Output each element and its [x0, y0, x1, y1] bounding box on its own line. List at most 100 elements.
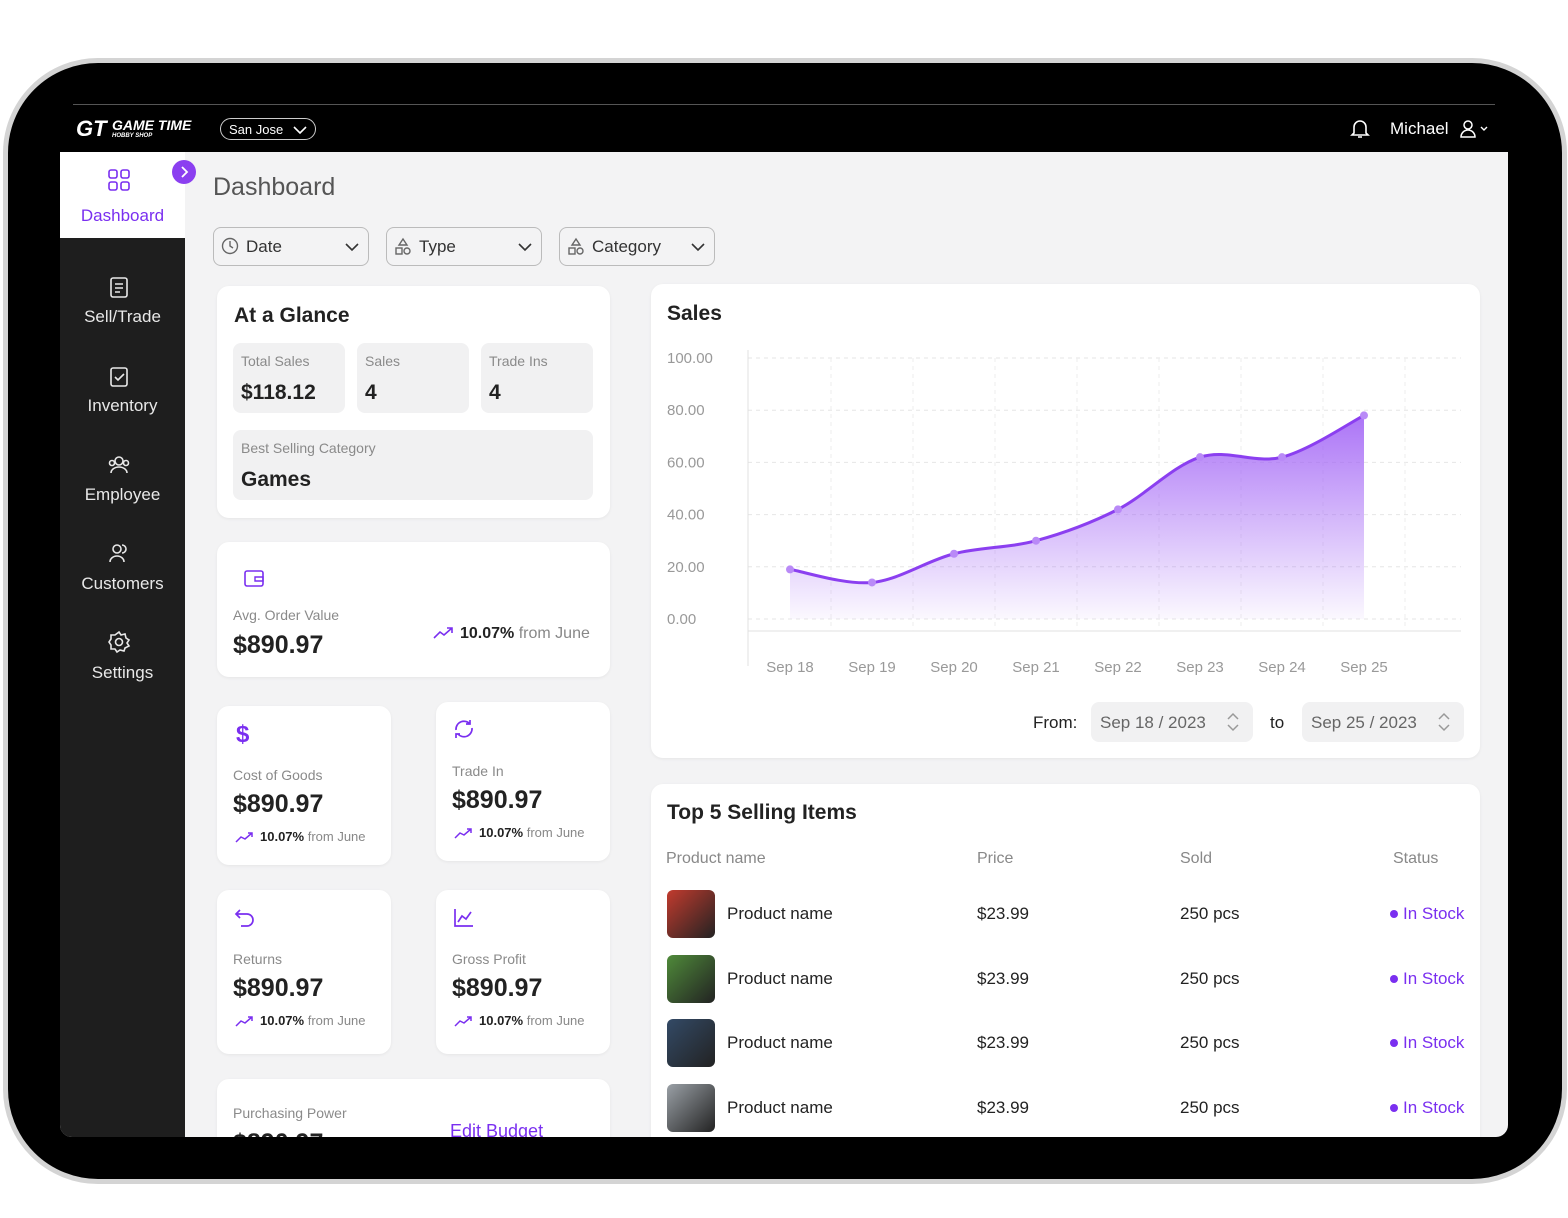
- user-name[interactable]: Michael: [1390, 119, 1449, 138]
- x-tick-label: Sep 18: [766, 659, 814, 676]
- metric-icon: $: [233, 721, 257, 751]
- metric-card: Gross Profit $890.97 10.07% from June: [436, 890, 610, 1054]
- metric-value: $890.97: [233, 974, 324, 1002]
- user-icon[interactable]: [1460, 119, 1492, 139]
- icon: [235, 1016, 253, 1027]
- stat-label: Sales: [365, 353, 401, 369]
- point: [1278, 453, 1286, 462]
- sales-card: Sales 0.00 20.00 40.00 60.00 80.00 100.00 Sep …: [651, 284, 1480, 758]
- icon: [221, 237, 239, 255]
- metric-icon: [233, 906, 257, 935]
- change-suffix: from June: [307, 829, 366, 844]
- metric-value: $890.97: [233, 790, 324, 818]
- filter-icon: [221, 237, 239, 260]
- metric-label: Trade In: [452, 763, 504, 779]
- product-image: [667, 1084, 715, 1133]
- metric-icon: [452, 906, 476, 935]
- trend-icon: [433, 627, 453, 639]
- trend-icon: [454, 1014, 474, 1032]
- icon: [454, 909, 473, 927]
- column-header: Status: [1393, 850, 1439, 867]
- active-item-bg: [60, 152, 185, 238]
- sales-chart: 0.00 20.00 40.00 60.00 80.00 100.00 Sep 18 Sep …: [667, 350, 1461, 676]
- status-dot: [1390, 974, 1398, 983]
- filter-select[interactable]: Type: [386, 227, 542, 266]
- nav-item[interactable]: Settings: [91, 663, 154, 682]
- change: 10.07%: [479, 1013, 524, 1028]
- wallet-icon: [244, 570, 264, 587]
- point: [1114, 505, 1122, 514]
- chart-title: Sales: [667, 302, 722, 325]
- filter-select[interactable]: Category: [559, 227, 715, 266]
- change-suffix: from June: [526, 825, 585, 840]
- filter-select[interactable]: Date: [213, 227, 369, 266]
- screen: Dashboard Sell/Trade Inventory Employee Cust…: [60, 152, 1508, 1137]
- icon: [108, 630, 131, 654]
- sold: 250 pcs: [1180, 1098, 1240, 1118]
- filter-icon: [567, 237, 585, 260]
- edit-budget[interactable]: Edit Budget: [450, 1121, 544, 1137]
- metric-icon: [452, 718, 476, 747]
- top-items-card: Top 5 Selling Items Product name Price Sol…: [651, 784, 1480, 1137]
- location-select[interactable]: San Jose: [220, 118, 316, 140]
- nav-item[interactable]: Customers: [81, 574, 164, 593]
- to-label: to: [1270, 713, 1285, 732]
- change-suffix: from June: [526, 1013, 585, 1028]
- product-image: [667, 954, 715, 1003]
- best-box: Best Selling Category Games: [233, 430, 593, 500]
- icon: [454, 828, 472, 839]
- logo-mark: GT: [76, 116, 107, 141]
- filter-label: Date: [246, 237, 282, 256]
- collapse-button[interactable]: [172, 160, 196, 184]
- point: [1196, 453, 1204, 462]
- avg-value: $890.97: [233, 631, 324, 659]
- metric-card: $ Cost of Goods $890.97 10.07% from June: [217, 706, 391, 865]
- chevron: [293, 126, 307, 135]
- y-tick-label: 40.00: [667, 507, 705, 524]
- trend-icon: [235, 1014, 255, 1032]
- metric-value: $890.97: [452, 974, 543, 1002]
- price: $23.99: [977, 904, 1029, 923]
- spinner: [1227, 712, 1239, 732]
- y-tick-label: 80.00: [667, 402, 705, 419]
- price: $23.99: [977, 1098, 1029, 1118]
- nav-icon: [107, 541, 131, 565]
- nav-item[interactable]: Dashboard: [80, 206, 165, 225]
- y-tick-label: 0.00: [667, 611, 696, 628]
- y-tick-label: 20.00: [667, 559, 705, 576]
- x-tick-label: Sep 24: [1258, 659, 1306, 676]
- change-suffix: from June: [518, 625, 590, 642]
- nav-item[interactable]: Inventory: [87, 396, 158, 415]
- bell-icon[interactable]: [1350, 118, 1370, 140]
- stat-box: Total Sales $118.12: [233, 343, 345, 413]
- card-title: At a Glance: [234, 304, 350, 327]
- x-tick-label: Sep 20: [930, 659, 978, 676]
- product-name: Product name: [727, 1033, 833, 1053]
- filter-label: Category: [592, 237, 661, 256]
- icon: [455, 720, 473, 738]
- brand: GT GAME TIME HOBBY SHOP: [76, 116, 191, 142]
- icon: [568, 237, 584, 255]
- x-tick-label: Sep 25: [1340, 659, 1388, 676]
- y-tick-label: 60.00: [667, 454, 705, 471]
- nav-item[interactable]: Employee: [84, 485, 161, 504]
- icon: [234, 909, 254, 927]
- x-tick-label: Sep 22: [1094, 659, 1142, 676]
- brand-name: GAME TIME: [112, 117, 192, 133]
- page-title: Dashboard: [213, 173, 336, 201]
- stat-label: Trade Ins: [489, 353, 548, 369]
- product-name: Product name: [727, 904, 833, 923]
- change: 10.07%: [260, 1013, 305, 1028]
- from-date[interactable]: Sep 18 / 2023: [1091, 702, 1253, 742]
- metric-label: Gross Profit: [452, 951, 526, 967]
- stat-value: $118.12: [241, 381, 316, 404]
- to-date[interactable]: Sep 25 / 2023: [1302, 702, 1464, 742]
- nav-item[interactable]: Sell/Trade: [84, 307, 161, 326]
- area: [790, 415, 1364, 619]
- icon: [235, 832, 253, 843]
- icon: [518, 243, 532, 252]
- product-image: [667, 890, 715, 938]
- metric-change: 10.07% from June: [479, 1013, 585, 1028]
- icon: [345, 243, 359, 252]
- purchasing-card: Purchasing Power $890.97 Edit Budget: [217, 1079, 610, 1137]
